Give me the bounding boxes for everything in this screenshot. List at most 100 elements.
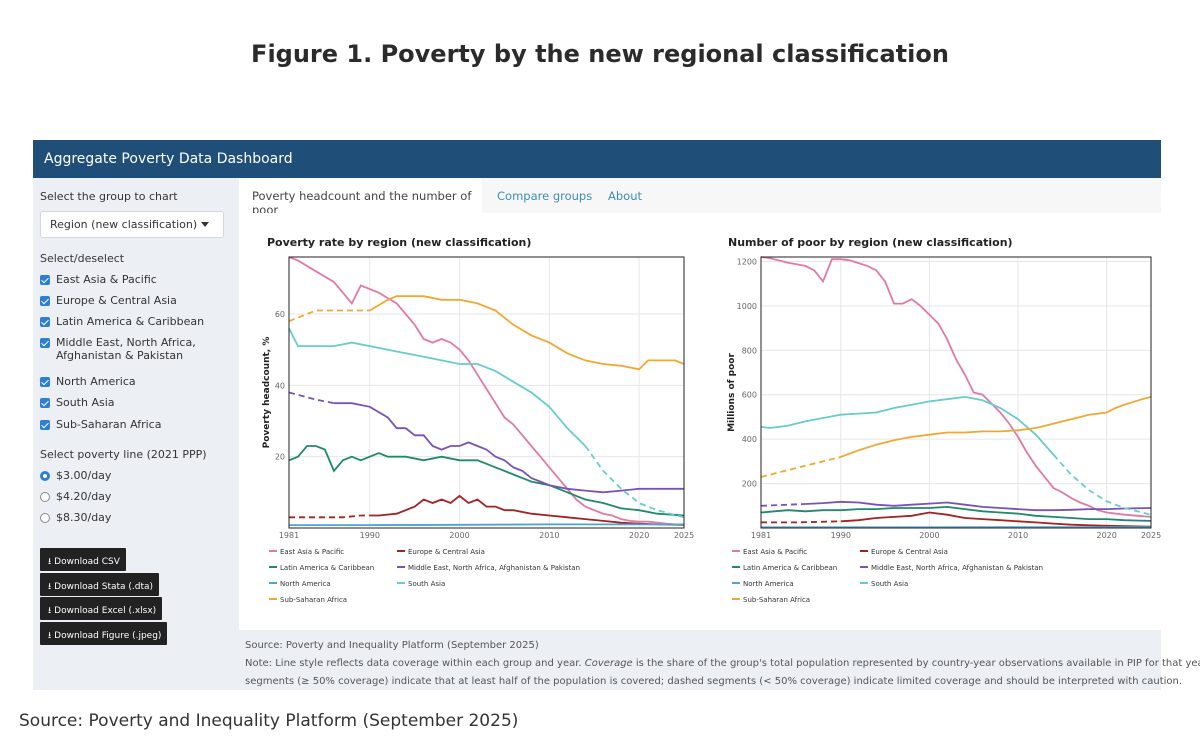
legend-label-latin-america-caribbean: Latin America & Caribbean bbox=[280, 564, 374, 572]
select-deselect-label: Select/deselect bbox=[40, 252, 125, 265]
region-label-line2: Afghanistan & Pakistan bbox=[56, 349, 184, 362]
legend-label-europe-central-asia: Europe & Central Asia bbox=[871, 548, 948, 556]
series-line-dashed-middle-east-north-africa-afghanistan-pakistan bbox=[288, 391, 335, 405]
series-line-dashed-south-asia bbox=[584, 445, 685, 519]
legend-label-europe-central-asia: Europe & Central Asia bbox=[408, 548, 485, 556]
download-excel-button[interactable]: ⭳ Download Excel (.xlsx) bbox=[40, 597, 163, 620]
dashboard: Aggregate Poverty Data Dashboard Select … bbox=[33, 140, 1200, 690]
figure-title: Figure 1. Poverty by the new regional cl… bbox=[251, 40, 949, 68]
legend-label-sub-saharan-africa: Sub-Saharan Africa bbox=[743, 596, 810, 604]
tab-poverty-headcount[interactable]: Poverty headcount and the number of poor bbox=[239, 178, 482, 217]
chart-title: Number of poor by region (new classifica… bbox=[728, 236, 1013, 249]
source-note-block: Source: Poverty and Inequality Platform … bbox=[239, 630, 1200, 690]
y-tick-label: 1000 bbox=[737, 302, 757, 311]
region-checkbox-ssa[interactable]: Sub-Saharan Africa bbox=[40, 418, 161, 431]
region-checkbox-south-asia[interactable]: South Asia bbox=[40, 396, 115, 409]
chart-title: Poverty rate by region (new classificati… bbox=[267, 236, 531, 249]
poverty-line-radio-300[interactable]: $3.00/day bbox=[40, 469, 111, 482]
checkbox-checked-icon[interactable] bbox=[40, 338, 50, 348]
x-tick-label: 1981 bbox=[279, 531, 299, 540]
legend-label-middle-east-north-africa-afghanistan-pakistan: Middle East, North Africa, Afghanistan &… bbox=[408, 564, 580, 572]
poverty-line-radio-830[interactable]: $8.30/day bbox=[40, 511, 111, 524]
tab-compare-groups[interactable]: Compare groups bbox=[497, 189, 593, 203]
y-axis-label: Millions of poor bbox=[727, 353, 737, 432]
x-tick-label: 2025 bbox=[1141, 531, 1161, 540]
checkbox-checked-icon[interactable] bbox=[40, 420, 50, 430]
checkbox-checked-icon[interactable] bbox=[40, 377, 50, 387]
series-line-east-asia-pacific bbox=[760, 256, 1152, 518]
series-line-sub-saharan-africa bbox=[369, 295, 685, 371]
checkbox-checked-icon[interactable] bbox=[40, 317, 50, 327]
caret-down-icon bbox=[201, 222, 209, 227]
x-tick-label: 2020 bbox=[1097, 531, 1117, 540]
series-line-dashed-south-asia bbox=[1052, 454, 1152, 516]
legend-label-latin-america-caribbean: Latin America & Caribbean bbox=[743, 564, 837, 572]
y-tick-label: 800 bbox=[742, 346, 757, 355]
y-axis-label: Poverty headcount, % bbox=[262, 337, 272, 449]
region-label-line1: Middle East, North Africa, bbox=[56, 336, 196, 349]
series-line-dashed-sub-saharan-africa bbox=[288, 309, 370, 323]
series-line-sub-saharan-africa bbox=[840, 396, 1152, 458]
plot-frame bbox=[288, 256, 685, 529]
radio-selected-icon[interactable] bbox=[40, 471, 50, 481]
download-icon: ⭳ bbox=[48, 606, 52, 616]
x-tick-label: 2025 bbox=[674, 531, 694, 540]
y-tick-label: 600 bbox=[742, 391, 757, 400]
radio-unselected-icon[interactable] bbox=[40, 513, 50, 523]
series-line-middle-east-north-africa-afghanistan-pakistan bbox=[333, 402, 684, 494]
series-line-east-asia-pacific bbox=[288, 256, 685, 526]
legend-label-middle-east-north-africa-afghanistan-pakistan: Middle East, North Africa, Afghanistan &… bbox=[871, 564, 1043, 572]
region-checkbox-north-america[interactable]: North America bbox=[40, 375, 136, 388]
x-tick-label: 2000 bbox=[919, 531, 939, 540]
series-line-south-asia bbox=[760, 395, 1055, 456]
region-checkbox-latin-america[interactable]: Latin America & Caribbean bbox=[40, 315, 204, 328]
download-csv-button[interactable]: ⭳ Download CSV bbox=[40, 548, 126, 571]
group-select[interactable]: Region (new classification) bbox=[40, 211, 224, 238]
series-line-north-america bbox=[289, 523, 684, 527]
outer-source: Source: Poverty and Inequality Platform … bbox=[19, 711, 519, 731]
poverty-line-label: Select poverty line (2021 PPP) bbox=[40, 448, 207, 461]
group-select-label: Select the group to chart bbox=[40, 190, 178, 203]
x-tick-label: 2010 bbox=[539, 531, 559, 540]
checkbox-checked-icon[interactable] bbox=[40, 398, 50, 408]
dashboard-header: Aggregate Poverty Data Dashboard bbox=[33, 140, 1161, 178]
y-tick-label: 20 bbox=[275, 453, 285, 462]
legend-label-east-asia-pacific: East Asia & Pacific bbox=[743, 548, 807, 556]
y-tick-label: 40 bbox=[275, 381, 285, 390]
series-line-middle-east-north-africa-afghanistan-pakistan bbox=[805, 500, 1152, 512]
y-tick-label: 400 bbox=[742, 435, 757, 444]
tab-about[interactable]: About bbox=[608, 189, 643, 203]
series-line-dashed-sub-saharan-africa bbox=[760, 456, 842, 478]
checkbox-checked-icon[interactable] bbox=[40, 296, 50, 306]
y-tick-label: 200 bbox=[742, 480, 757, 489]
charts-svg: Poverty rate by region (new classificati… bbox=[262, 236, 1161, 604]
series-line-latin-america-caribbean bbox=[288, 445, 685, 517]
download-icon: ⭳ bbox=[48, 582, 52, 592]
region-checkbox-europe[interactable]: Europe & Central Asia bbox=[40, 294, 177, 307]
legend-label-south-asia: South Asia bbox=[871, 580, 908, 588]
poverty-line-radio-420[interactable]: $4.20/day bbox=[40, 490, 111, 503]
region-checkbox-mena[interactable]: Middle East, North Africa, Afghanistan & … bbox=[40, 336, 196, 362]
tab-bar: Poverty headcount and the number of poor… bbox=[239, 178, 1161, 217]
y-tick-label: 60 bbox=[275, 310, 285, 319]
sidebar: Select the group to chart Region (new cl… bbox=[33, 178, 238, 690]
radio-unselected-icon[interactable] bbox=[40, 492, 50, 502]
x-tick-label: 1990 bbox=[360, 531, 380, 540]
source-line: Source: Poverty and Inequality Platform … bbox=[245, 640, 539, 651]
download-figure-button[interactable]: ⭳ Download Figure (.jpeg) bbox=[40, 622, 168, 645]
main-panel: Poverty headcount and the number of poor… bbox=[239, 178, 1200, 690]
region-checkbox-east-asia[interactable]: East Asia & Pacific bbox=[40, 273, 157, 286]
download-icon: ⭳ bbox=[48, 631, 52, 641]
legend-label-north-america: North America bbox=[743, 580, 794, 588]
series-line-dashed-europe-central-asia bbox=[289, 514, 370, 519]
series-line-south-asia bbox=[288, 327, 586, 447]
note-line1: Note: Line style reflects data coverage … bbox=[245, 658, 1200, 669]
group-select-value: Region (new classification) bbox=[50, 218, 198, 231]
plot-frame bbox=[760, 256, 1152, 529]
download-stata-button[interactable]: ⭳ Download Stata (.dta) bbox=[40, 573, 160, 596]
x-tick-label: 1990 bbox=[831, 531, 851, 540]
legend-label-north-america: North America bbox=[280, 580, 331, 588]
series-line-latin-america-caribbean bbox=[760, 505, 1152, 522]
checkbox-checked-icon[interactable] bbox=[40, 275, 50, 285]
x-tick-label: 1981 bbox=[751, 531, 771, 540]
